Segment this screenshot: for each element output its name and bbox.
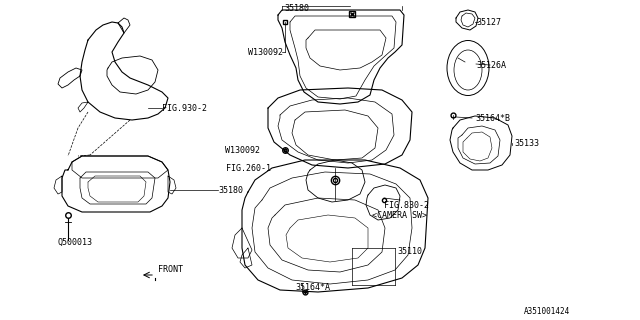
Text: 35180: 35180 [218,186,243,195]
Text: FIG.930-2: FIG.930-2 [162,103,207,113]
Text: 35180: 35180 [284,4,309,12]
Text: 35133: 35133 [514,139,539,148]
Text: <CAMERA SW>: <CAMERA SW> [372,211,427,220]
Text: FIG.830-2: FIG.830-2 [384,201,429,210]
Text: FIG.260-1: FIG.260-1 [226,164,271,172]
Text: 35110: 35110 [397,247,422,257]
Text: 35126A: 35126A [476,60,506,69]
Text: A351001424: A351001424 [524,308,570,316]
Text: 35164*B: 35164*B [475,114,510,123]
Text: FRONT: FRONT [158,266,183,275]
Text: 35164*A: 35164*A [295,283,330,292]
Text: 35127: 35127 [476,18,501,27]
Text: W130092: W130092 [225,146,260,155]
Text: W130092: W130092 [248,47,283,57]
Text: Q500013: Q500013 [57,237,92,246]
